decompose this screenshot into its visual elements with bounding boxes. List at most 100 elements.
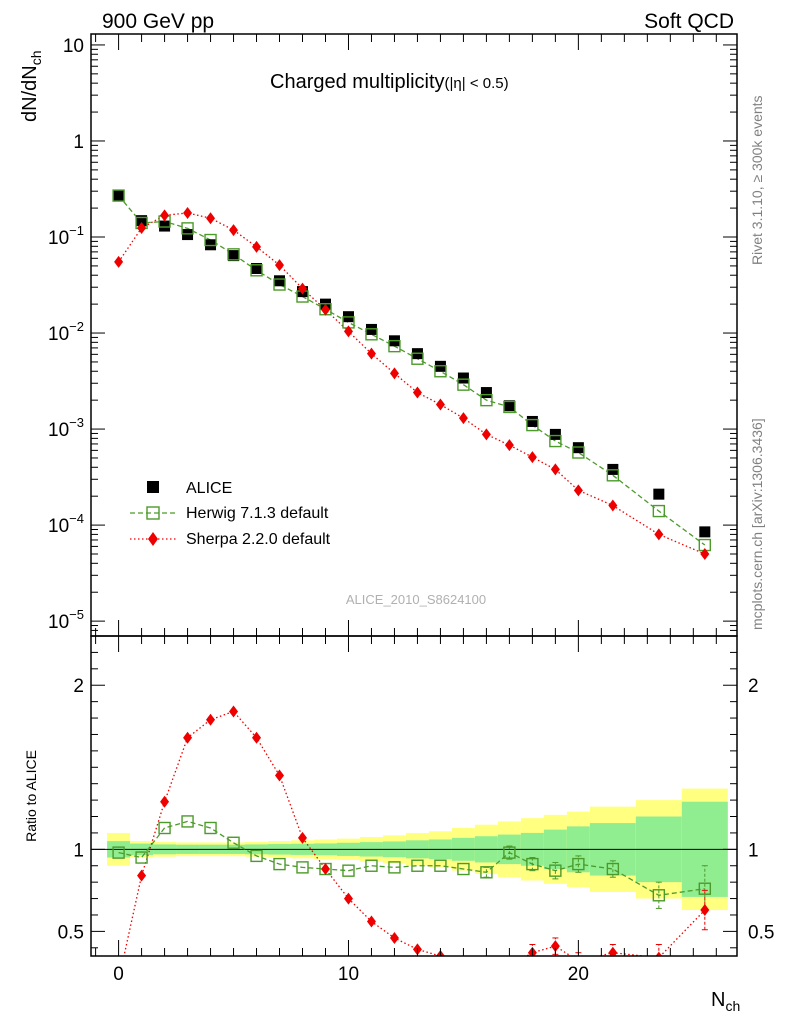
header-left: 900 GeV pp: [102, 10, 214, 33]
sherpa-point: [320, 303, 330, 316]
sherpa-point: [343, 325, 353, 338]
legend-alice-marker: [147, 481, 159, 493]
sherpa-ratio-point: [366, 915, 376, 928]
sherpa-ratio-point: [459, 960, 468, 972]
legend-herwig-marker: [146, 506, 160, 520]
bottom-ytick-label-left: 2: [73, 676, 84, 697]
bottom-ytick-label-left: 0.5: [58, 922, 84, 943]
sherpa-point: [504, 439, 514, 452]
sherpa-point: [366, 347, 376, 360]
sherpa-point: [114, 255, 124, 268]
herwig-point: [273, 278, 286, 291]
legend-sherpa-label: Sherpa 2.2.0 default: [186, 531, 331, 548]
herwig-ratio-point: [296, 861, 309, 874]
alice-point: [274, 275, 286, 287]
herwig-point: [549, 434, 562, 448]
top-ylabel-main: dN/dN: [19, 65, 41, 122]
herwig-point: [411, 352, 424, 365]
sherpa-point: [389, 367, 399, 380]
herwig-ratio-point: [572, 857, 585, 871]
sherpa-point: [137, 222, 147, 235]
herwig-point: [181, 222, 194, 235]
analysis-label: ALICE_2010_S8624100: [346, 592, 486, 607]
top-ylabel-sub: ch: [28, 51, 44, 66]
herwig-point: [572, 446, 585, 459]
top-ytick-label: 10−1: [48, 223, 84, 249]
top-ytick-label: 1: [73, 132, 84, 153]
sherpa-point: [412, 386, 422, 399]
herwig-ratio-point: [388, 861, 401, 874]
bottom-ylabel: Ratio to ALICE: [23, 750, 39, 842]
herwig-ratio-point: [250, 849, 263, 863]
x-tick-label: 0: [113, 964, 124, 985]
herwig-point: [457, 378, 470, 391]
sherpa-point: [252, 240, 262, 253]
sherpa-point: [183, 206, 193, 219]
sherpa-ratio-point: [137, 869, 147, 882]
bottom-ytick-label-right: 2: [748, 676, 759, 697]
herwig-point: [365, 328, 378, 341]
alice-point: [159, 220, 171, 232]
sherpa-ratio-point: [298, 831, 308, 844]
rivet-label: Rivet 3.1.10, ≥ 300k events: [749, 95, 765, 265]
herwig-ratio-point: [503, 846, 516, 859]
herwig-line: [118, 195, 706, 546]
herwig-ratio-point: [549, 864, 562, 877]
sherpa-point: [700, 548, 710, 561]
herwig-ratio-point: [457, 862, 470, 876]
x-tick-label: 20: [568, 964, 589, 985]
top-ytick-label: 10−5: [48, 607, 84, 633]
alice-point: [136, 215, 148, 227]
mcplots-label: mcplots.cern.ch [arXiv:1306.3436]: [749, 418, 765, 630]
alice-point: [480, 387, 492, 399]
sherpa-point: [298, 282, 308, 295]
sherpa-point: [275, 259, 285, 272]
herwig-ratio-point: [698, 882, 712, 895]
herwig-ratio-point: [112, 846, 125, 859]
sherpa-point: [573, 484, 583, 497]
sherpa-ratio-point: [183, 731, 193, 744]
sherpa-point: [435, 398, 445, 411]
herwig-ratio-point: [434, 859, 447, 872]
herwig-ratio-point: [342, 864, 355, 877]
sherpa-point: [654, 528, 664, 541]
sherpa-point: [481, 428, 491, 441]
herwig-point: [606, 469, 620, 482]
alice-point: [503, 400, 515, 412]
sherpa-ratio-point: [482, 966, 491, 978]
legend-herwig-label: Herwig 7.1.3 default: [186, 505, 329, 522]
herwig-ratio-point: [526, 857, 539, 871]
sherpa-ratio-point: [229, 705, 239, 718]
herwig-point: [112, 189, 125, 202]
top-ytick-label: 10−4: [48, 511, 84, 537]
herwig-ratio-point: [365, 859, 378, 872]
bottom-ytick-label-right: 1: [748, 840, 759, 861]
sherpa-ratio-point: [343, 892, 353, 905]
herwig-ratio-point: [273, 857, 286, 871]
x-axis-label: Nch: [711, 989, 740, 1014]
header-right: Soft QCD: [644, 10, 734, 33]
alice-point: [228, 250, 240, 262]
sherpa-point: [527, 451, 537, 464]
sherpa-point: [550, 463, 560, 476]
herwig-point: [434, 365, 447, 378]
x-axis-label-sub: ch: [725, 998, 740, 1014]
x-tick-label: 10: [338, 964, 359, 985]
legend-sherpa-marker: [148, 532, 158, 546]
sherpa-point: [229, 224, 239, 237]
bottom-ytick-label-left: 1: [73, 840, 84, 861]
sherpa-ratio-point: [608, 946, 618, 956]
plot-title: Charged multiplicity(|η| < 0.5): [270, 71, 509, 93]
herwig-ratio-line: [118, 820, 705, 896]
alice-point: [205, 239, 217, 251]
sherpa-ratio-point: [700, 904, 710, 917]
herwig-ratio-point: [158, 821, 171, 835]
herwig-point: [652, 504, 666, 518]
legend-alice-label: ALICE: [186, 480, 232, 497]
herwig-ratio-point: [181, 815, 194, 828]
sherpa-point: [458, 412, 468, 425]
top-ytick-label: 10: [63, 36, 84, 57]
plot-title-cut: (|η| < 0.5): [445, 75, 509, 92]
top-ytick-label: 10−3: [48, 415, 84, 441]
